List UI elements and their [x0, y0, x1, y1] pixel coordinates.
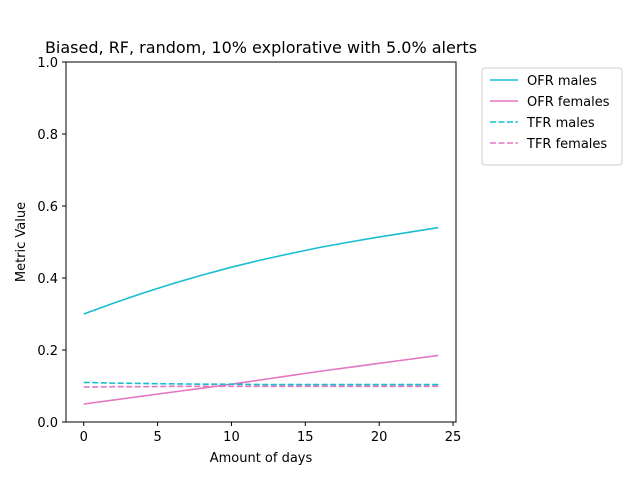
legend: OFR males OFR females TFR males TFR females	[481, 67, 623, 166]
x-tick-label: 15	[297, 430, 314, 445]
series-line-1	[83, 226, 439, 315]
legend-label-2: OFR females	[527, 95, 610, 110]
plot-frame	[65, 61, 457, 423]
x-axis: 0 5 10 15 20 25	[80, 422, 462, 445]
y-axis-label: Metric Value	[14, 202, 29, 282]
x-tick-label: 20	[371, 430, 388, 445]
x-tick-label: 25	[445, 430, 462, 445]
y-tick-label: 0.4	[37, 272, 58, 287]
y-tick-label: 0.2	[37, 344, 58, 359]
legend-label-4: TFR females	[526, 137, 607, 152]
x-tick-label: 0	[80, 430, 88, 445]
y-tick-label: 0.0	[37, 416, 58, 431]
y-tick-label: 0.6	[37, 200, 58, 215]
legend-box	[481, 67, 623, 166]
x-tick-label: 5	[153, 430, 161, 445]
y-tick-label: 0.8	[37, 128, 58, 143]
series-line-4	[83, 385, 439, 388]
x-tick-label: 10	[223, 430, 240, 445]
y-axis: 0.0 0.2 0.4 0.6 0.8 1.0	[37, 56, 66, 431]
series-line-3	[83, 381, 439, 386]
x-axis-label: Amount of days	[210, 451, 313, 466]
y-tick-label: 1.0	[37, 56, 58, 71]
legend-label-3: TFR males	[526, 116, 595, 131]
series-line-2	[83, 354, 439, 405]
legend-label-1: OFR males	[527, 74, 597, 89]
plot-area	[65, 61, 457, 423]
chart-title: Biased, RF, random, 10% explorative with…	[45, 38, 477, 57]
